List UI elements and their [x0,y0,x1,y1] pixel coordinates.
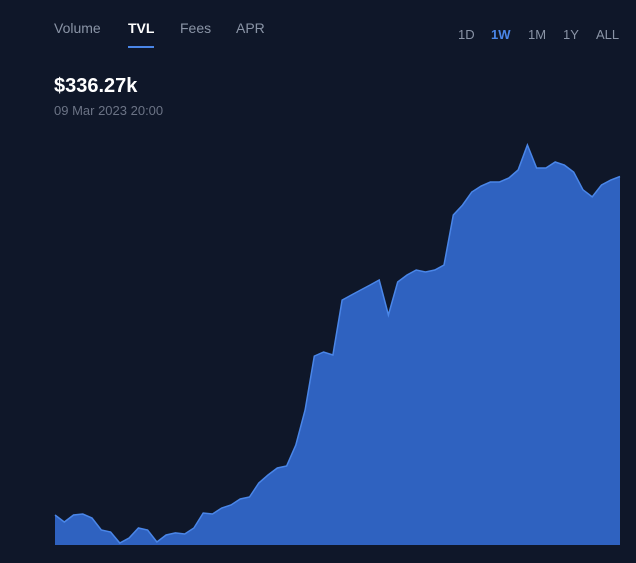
range-button[interactable]: 1D [458,27,475,42]
range-button[interactable]: 1W [491,27,511,42]
headline-date: 09 Mar 2023 20:00 [54,103,164,118]
headline-value: $336.27k [54,75,138,97]
range-button[interactable]: 1Y [563,27,579,42]
area [55,145,620,545]
tab[interactable]: Volume [54,20,101,36]
range-button[interactable]: 1M [528,27,547,42]
range-button[interactable]: ALL [596,27,620,42]
tab[interactable]: Fees [180,20,212,36]
tab[interactable]: APR [236,20,265,36]
tab[interactable]: TVL [128,20,155,48]
line [54,142,621,544]
